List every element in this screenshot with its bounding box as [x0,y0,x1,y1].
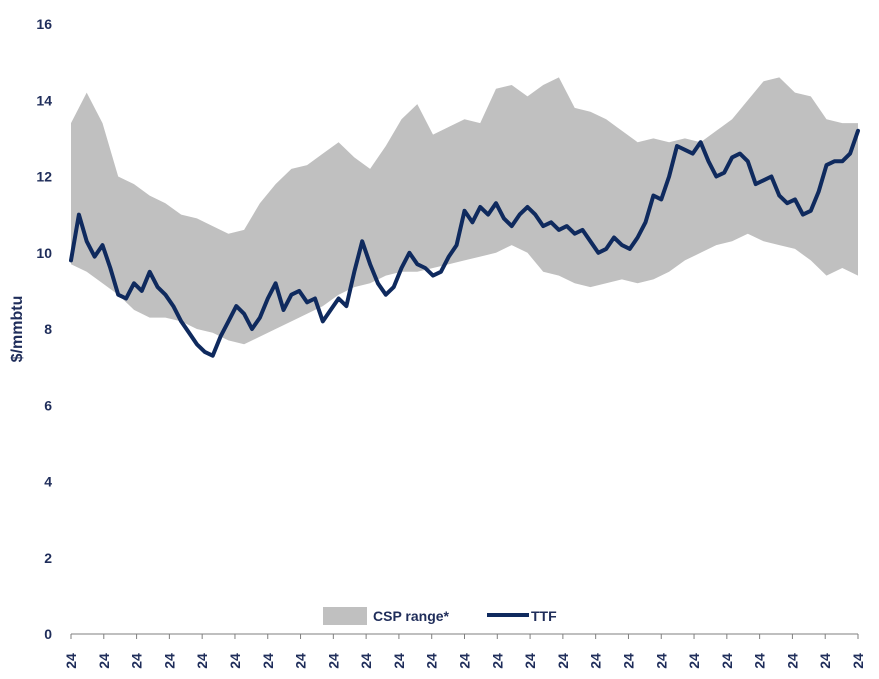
y-tick-label: 0 [44,626,52,642]
x-tick-label: 24 [260,653,276,669]
y-tick-label: 6 [44,397,52,413]
y-tick-label: 10 [36,245,52,261]
x-tick-label: 24 [620,653,636,669]
legend-label-ttf: TTF [531,608,557,624]
x-tick-label: 24 [752,653,768,669]
y-tick-label: 12 [36,169,52,185]
x-tick-label: 24 [588,653,604,669]
x-tick-label: 24 [850,653,866,669]
x-tick-label: 24 [194,653,210,669]
x-tick-label: 24 [227,653,243,669]
x-tick-label: 24 [293,653,309,669]
x-tick-label: 24 [424,653,440,669]
y-tick-label: 14 [36,92,52,108]
x-tick-label: 24 [522,653,538,669]
y-tick-label: 4 [44,474,52,490]
x-tick-label: 24 [489,653,505,669]
x-tick-label: 24 [325,653,341,669]
y-axis-title: $/mmbtu [9,296,26,363]
legend-swatch-csp-range [323,607,367,625]
x-tick-label: 24 [161,653,177,669]
y-tick-label: 8 [44,321,52,337]
legend-label-csp-range: CSP range* [373,608,450,624]
line-layer [69,128,860,358]
x-tick-label: 24 [457,653,473,669]
y-tick-label: 2 [44,550,52,566]
x-tick-label: 24 [784,653,800,669]
legend: CSP range* TTF [323,607,557,625]
x-tick-label: 24 [555,653,571,669]
x-tick-label: 24 [391,653,407,669]
x-tick-label: 24 [129,653,145,669]
y-tick-label: 16 [36,16,52,32]
x-tick-label: 24 [63,653,79,669]
x-tick-label: 24 [686,653,702,669]
x-tick-label: 24 [817,653,833,669]
x-tick-label: 24 [653,653,669,669]
x-tick-label: 24 [719,653,735,669]
x-tick-label: 24 [96,653,112,669]
x-tick-label: 24 [358,653,374,669]
ttf-line [69,128,860,358]
